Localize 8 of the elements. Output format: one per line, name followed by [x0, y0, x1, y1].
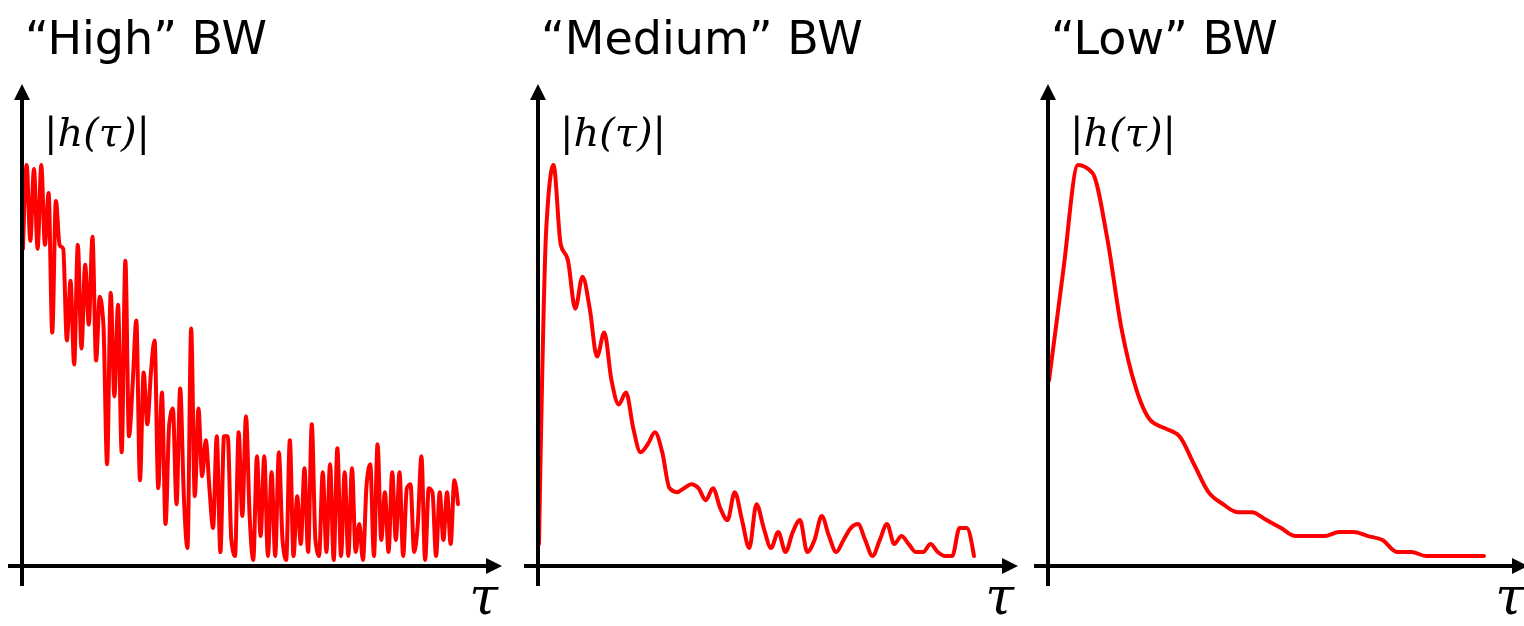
x-axis-title: τ: [469, 566, 500, 626]
x-axis-title: τ: [985, 566, 1016, 626]
y-axis-title: |h(τ)|: [44, 109, 151, 155]
y-axis-title: |h(τ)|: [560, 109, 667, 155]
chart-title: “High” BW: [25, 11, 267, 65]
chart-title: “Low” BW: [1051, 11, 1278, 65]
y-axis-title: |h(τ)|: [1070, 109, 1177, 155]
chart-title: “Medium” BW: [541, 11, 863, 65]
